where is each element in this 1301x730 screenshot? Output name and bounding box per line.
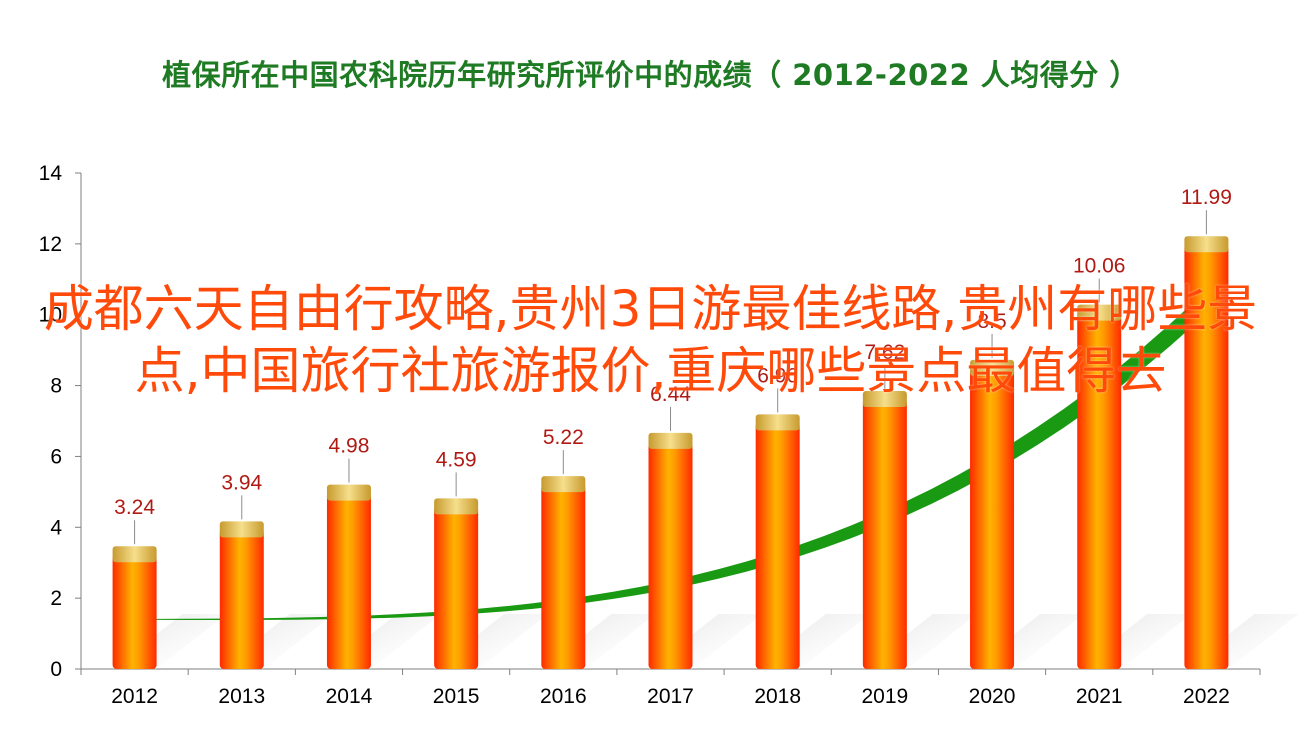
bar-cap (326, 484, 371, 501)
y-tick-label: 10 (39, 304, 62, 327)
bar-cap (1184, 236, 1229, 253)
x-tick-label: 2013 (218, 685, 265, 708)
bar-cap (219, 521, 264, 538)
bar-cap (648, 432, 693, 449)
bar (970, 367, 1015, 669)
data-label: 5.22 (543, 426, 584, 449)
data-label: 6.44 (650, 383, 691, 406)
x-tick-label: 2014 (326, 685, 373, 708)
bar-cap (1077, 304, 1122, 321)
x-tick-label: 2015 (433, 685, 480, 708)
bar (1077, 312, 1122, 669)
data-label: 10.06 (1073, 255, 1126, 278)
bar (755, 422, 800, 669)
data-label: 7.62 (864, 341, 905, 364)
x-tick-label: 2019 (862, 685, 909, 708)
y-tick-label: 2 (50, 587, 62, 610)
y-tick-label: 6 (50, 445, 62, 468)
data-label: 11.99 (1181, 186, 1232, 209)
chart-title: 植保所在中国农科院历年研究所评价中的成绩（ 2012-2022 人均得分 ） (162, 58, 1139, 92)
x-tick-label: 2012 (111, 685, 158, 708)
overlay-text: 成都六天自由行攻略,贵州3日游最佳线路,贵州有哪些景点,中国旅行社旅游报价,重庆… (43, 280, 1258, 400)
y-tick-label: 8 (50, 375, 62, 398)
bar (541, 484, 586, 669)
y-tick-label: 4 (50, 516, 62, 539)
y-tick-label: 12 (39, 233, 62, 256)
data-label: 4.59 (436, 448, 477, 471)
bar (434, 506, 479, 669)
x-tick-label: 2017 (647, 685, 694, 708)
x-tick-label: 2022 (1183, 685, 1230, 708)
bar (326, 492, 371, 669)
y-tick-label: 14 (39, 162, 63, 185)
x-tick-label: 2021 (1076, 685, 1123, 708)
bar-cap (970, 359, 1015, 376)
data-label: 8.5 (977, 310, 1006, 333)
bar (1184, 244, 1229, 669)
bar-cap (541, 476, 586, 493)
data-label: 4.98 (329, 435, 370, 458)
x-tick-label: 2016 (540, 685, 587, 708)
bar (648, 440, 693, 669)
data-label: 6.96 (757, 364, 798, 387)
bar (112, 554, 157, 669)
bar-cap (862, 391, 907, 408)
bar-cap (434, 498, 479, 515)
x-tick-label: 2018 (754, 685, 801, 708)
data-label: 3.94 (221, 471, 262, 494)
bar-cap (112, 546, 157, 563)
bar (862, 399, 907, 669)
bar (219, 529, 264, 669)
x-tick-label: 2020 (969, 685, 1016, 708)
y-tick-label: 0 (50, 658, 62, 681)
data-label: 3.24 (114, 496, 155, 519)
bar-cap (755, 414, 800, 431)
